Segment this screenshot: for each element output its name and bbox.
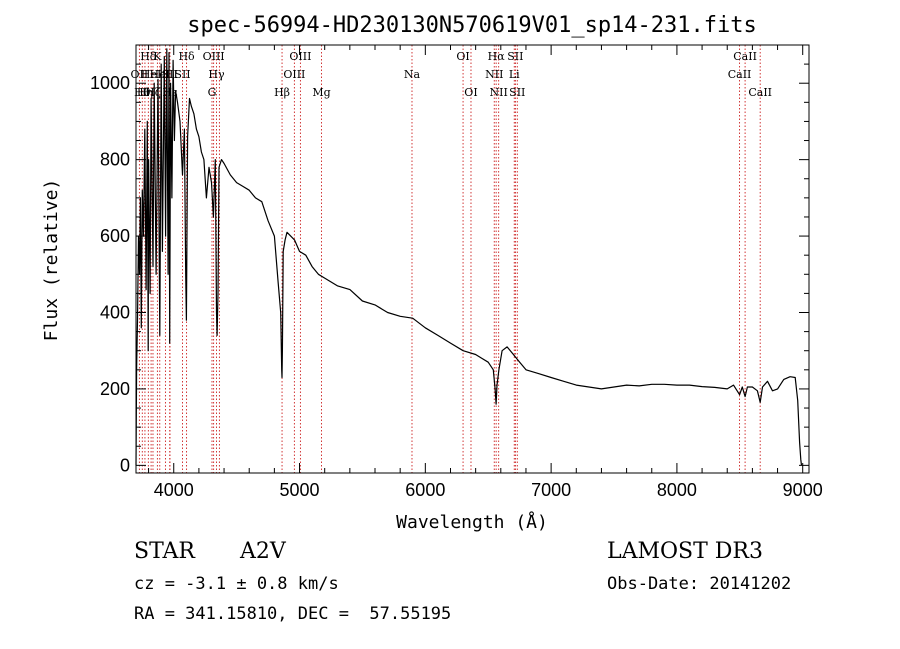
spectral-line-label: Hδ [178,50,195,63]
chart-title: spec-56994-HD230130N570619V01_sp14-231.f… [187,13,757,38]
spectral-line-label: Hθ [134,86,151,99]
object-type: STAR [134,539,195,564]
survey-label: LAMOST DR3 [607,539,763,564]
spectrum-line [135,48,803,466]
spectral-line-label: CaII [748,86,772,99]
coordinates: RA = 341.15810, DEC = 57.55195 [134,604,452,624]
y-tick-label: 600 [100,226,130,246]
y-tick-label: 200 [100,379,130,399]
spectral-line-label: Hδ [140,50,157,63]
spectral-line-label: Hβ [274,86,290,99]
x-tick-label: 6000 [405,480,445,500]
y-tick-label: 800 [100,150,130,170]
y-tick-label: 1000 [90,73,130,93]
x-tick-label: 9000 [783,480,823,500]
spectral-line-label: Mg [312,86,330,99]
spectral-line-label: NII [485,68,503,81]
spectral-line-label: SII [509,86,525,99]
x-tick-label: 4000 [154,480,194,500]
spectral-line-label: Li [509,68,520,81]
spectral-line-label: Hγ [208,68,225,81]
spectral-line-label: NII [490,86,508,99]
spectral-line-label: SII [174,68,190,81]
spectral-line-label: CaII [728,68,752,81]
y-tick-label: 400 [100,303,130,323]
spectral-line-label: HeI [141,68,161,81]
plot-frame [135,44,810,474]
spectral-line-label: G [208,86,217,99]
spectral-line-label: OII [131,68,149,81]
spectral-line-label: OIII [283,68,305,81]
spectral-line-label: Hα [488,50,506,63]
spectral-line-label: Hη [137,86,153,99]
x-tick-label: 7000 [531,480,571,500]
spectral-line-label: Hζ [145,86,161,99]
spectral-line-label: K [153,50,162,63]
spectral-line-label: OIII [289,50,311,63]
spectral-line-label: OI [464,86,477,99]
x-tick-label: 5000 [280,480,320,500]
spectral-line-label: CaII [733,50,757,63]
spectral-line-label: SII [507,50,523,63]
spectral-subclass: A2V [240,539,286,564]
spectral-line-label: OI [456,50,469,63]
redshift-cz: cz = -3.1 ± 0.8 km/s [134,574,339,594]
y-tick-label: 0 [120,455,130,475]
spectral-line-label: OIII [203,50,225,63]
x-tick-label: 8000 [657,480,697,500]
y-axis-label: Flux (relative) [41,179,62,342]
observation-date: Obs-Date: 20141202 [607,574,792,594]
x-axis-label: Wavelength (Å) [396,511,548,533]
spectral-line-label: Na [404,68,421,81]
